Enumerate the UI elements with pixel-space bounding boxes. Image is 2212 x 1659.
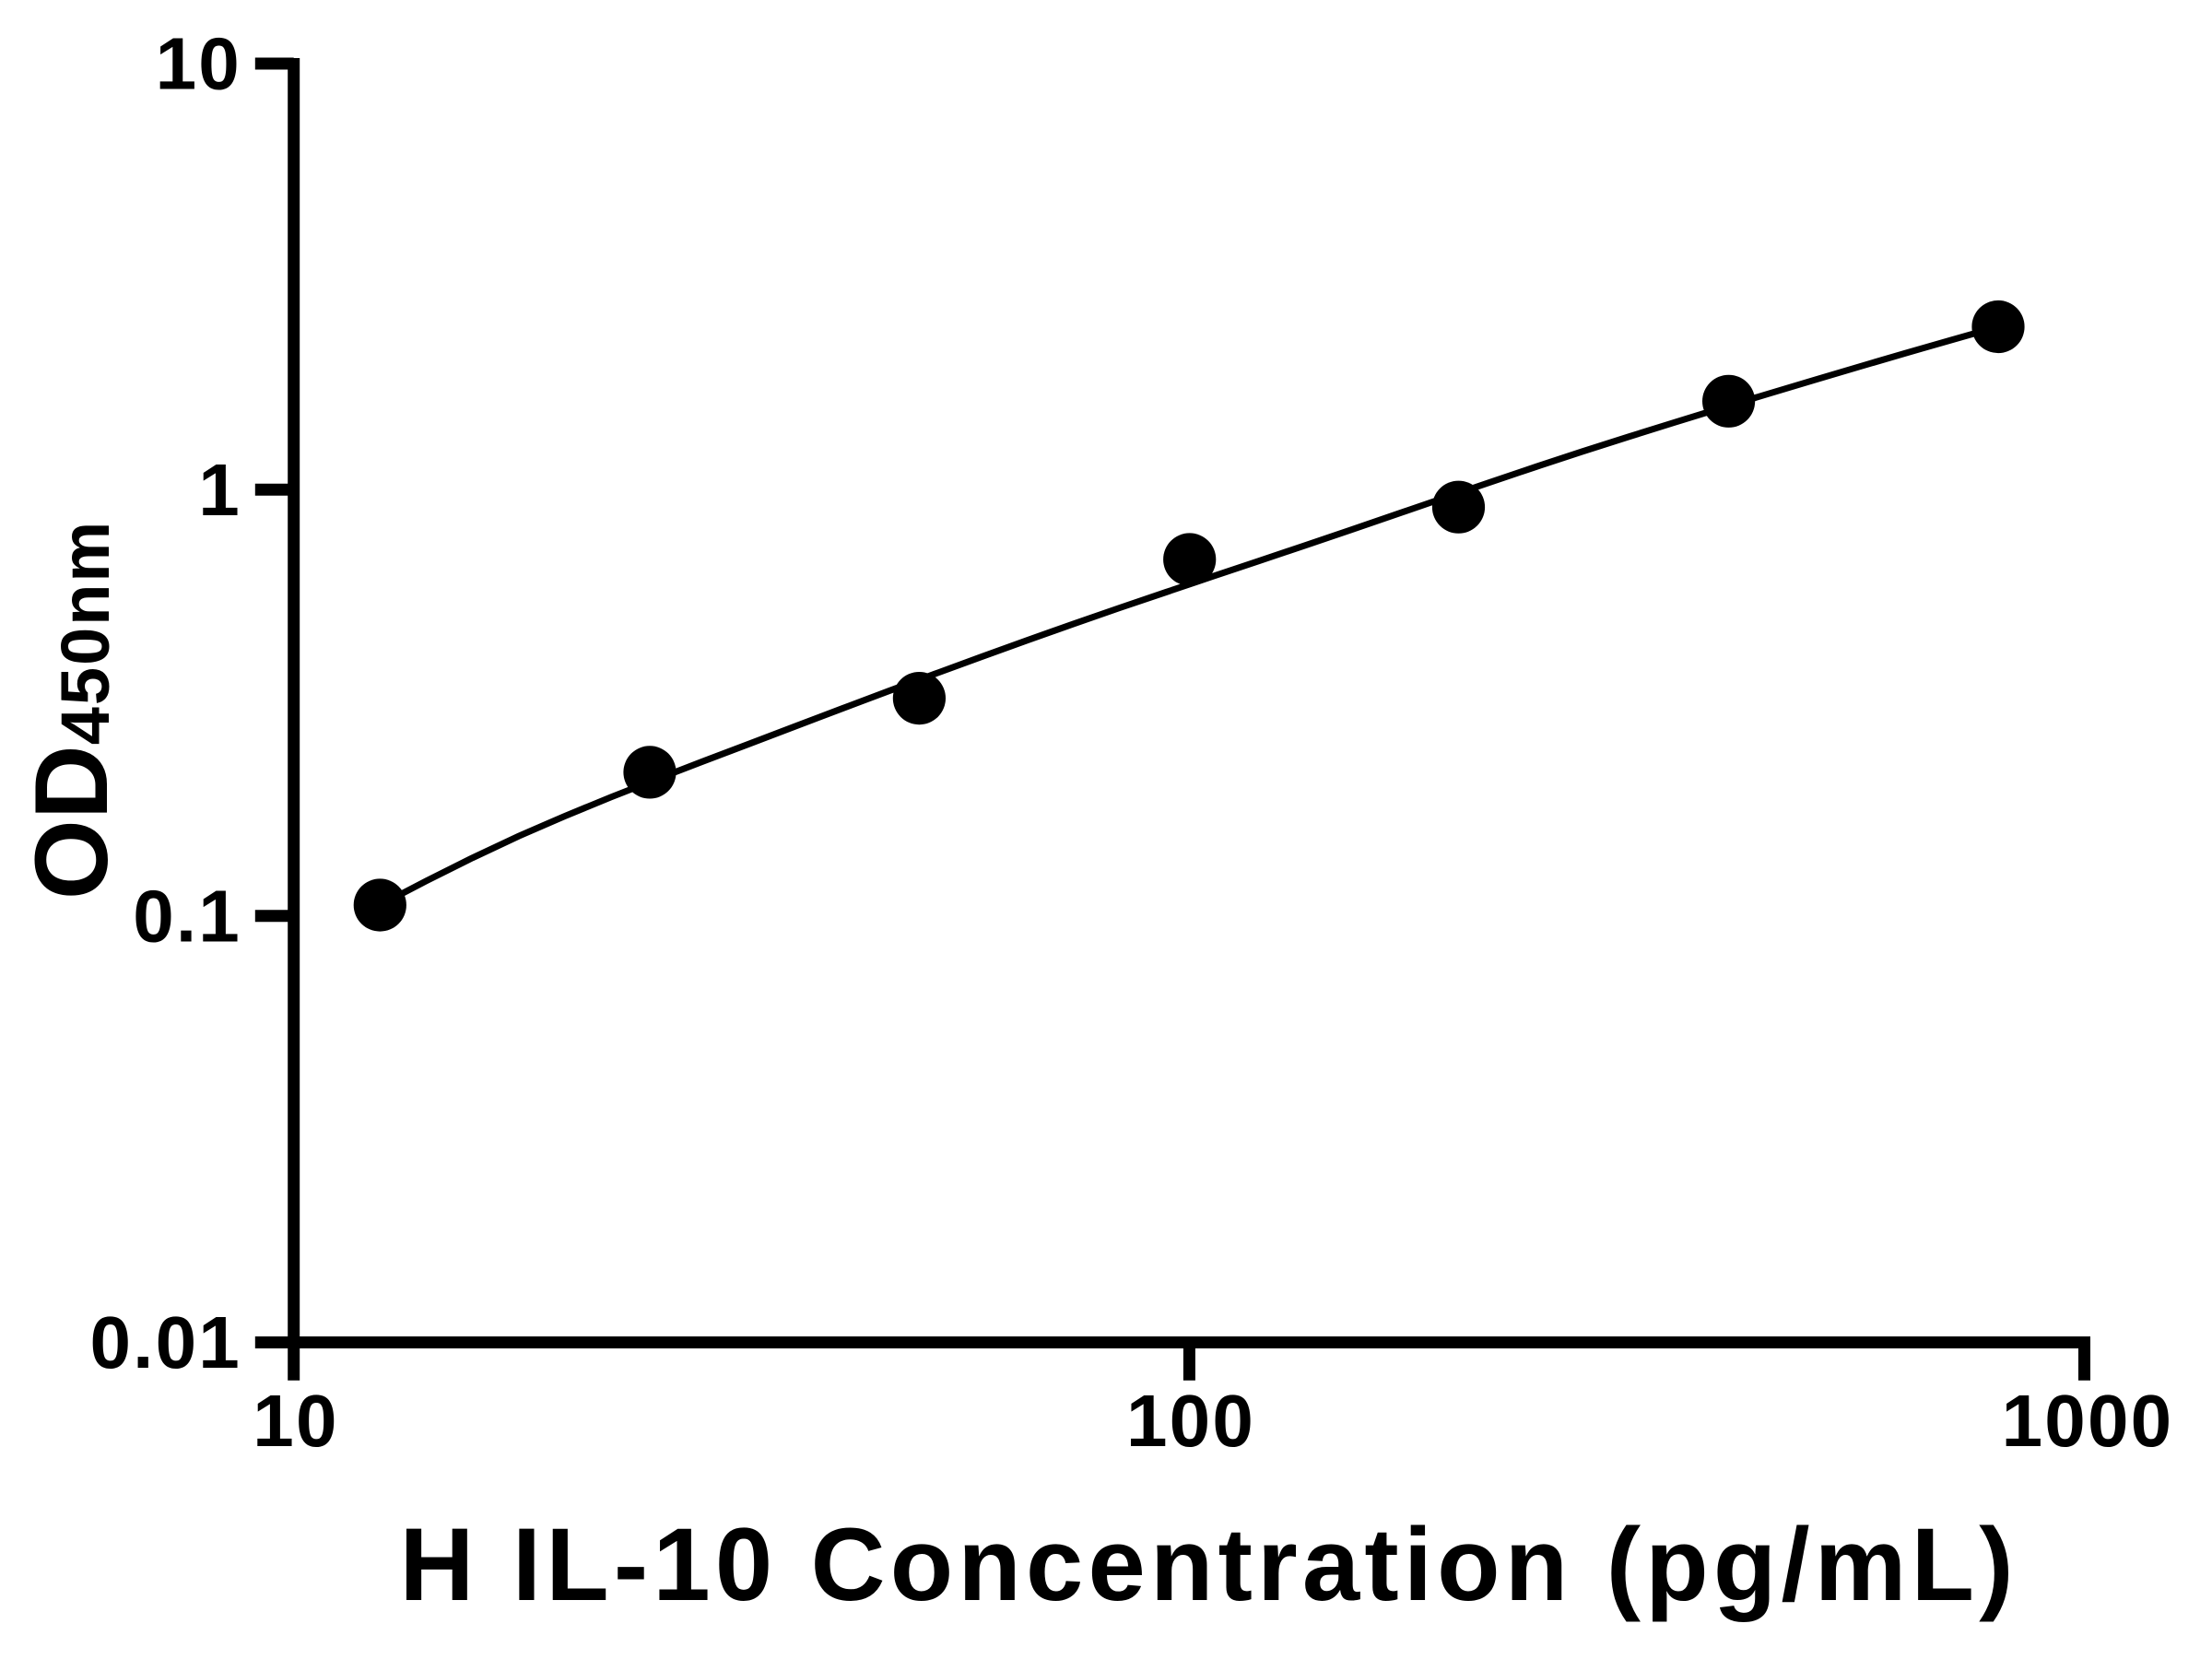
- svg-text:OD450nm: OD450nm: [14, 520, 129, 900]
- svg-text:100: 100: [1126, 1380, 1255, 1462]
- svg-text:10: 10: [253, 1380, 338, 1462]
- svg-text:H IL-10 Concentration (pg/mL): H IL-10 Concentration (pg/mL): [400, 1507, 2014, 1622]
- svg-text:0.1: 0.1: [133, 875, 241, 957]
- svg-text:1000: 1000: [2002, 1380, 2174, 1462]
- svg-text:1: 1: [198, 449, 241, 531]
- svg-text:10: 10: [156, 23, 241, 105]
- svg-text:0.01: 0.01: [89, 1301, 241, 1383]
